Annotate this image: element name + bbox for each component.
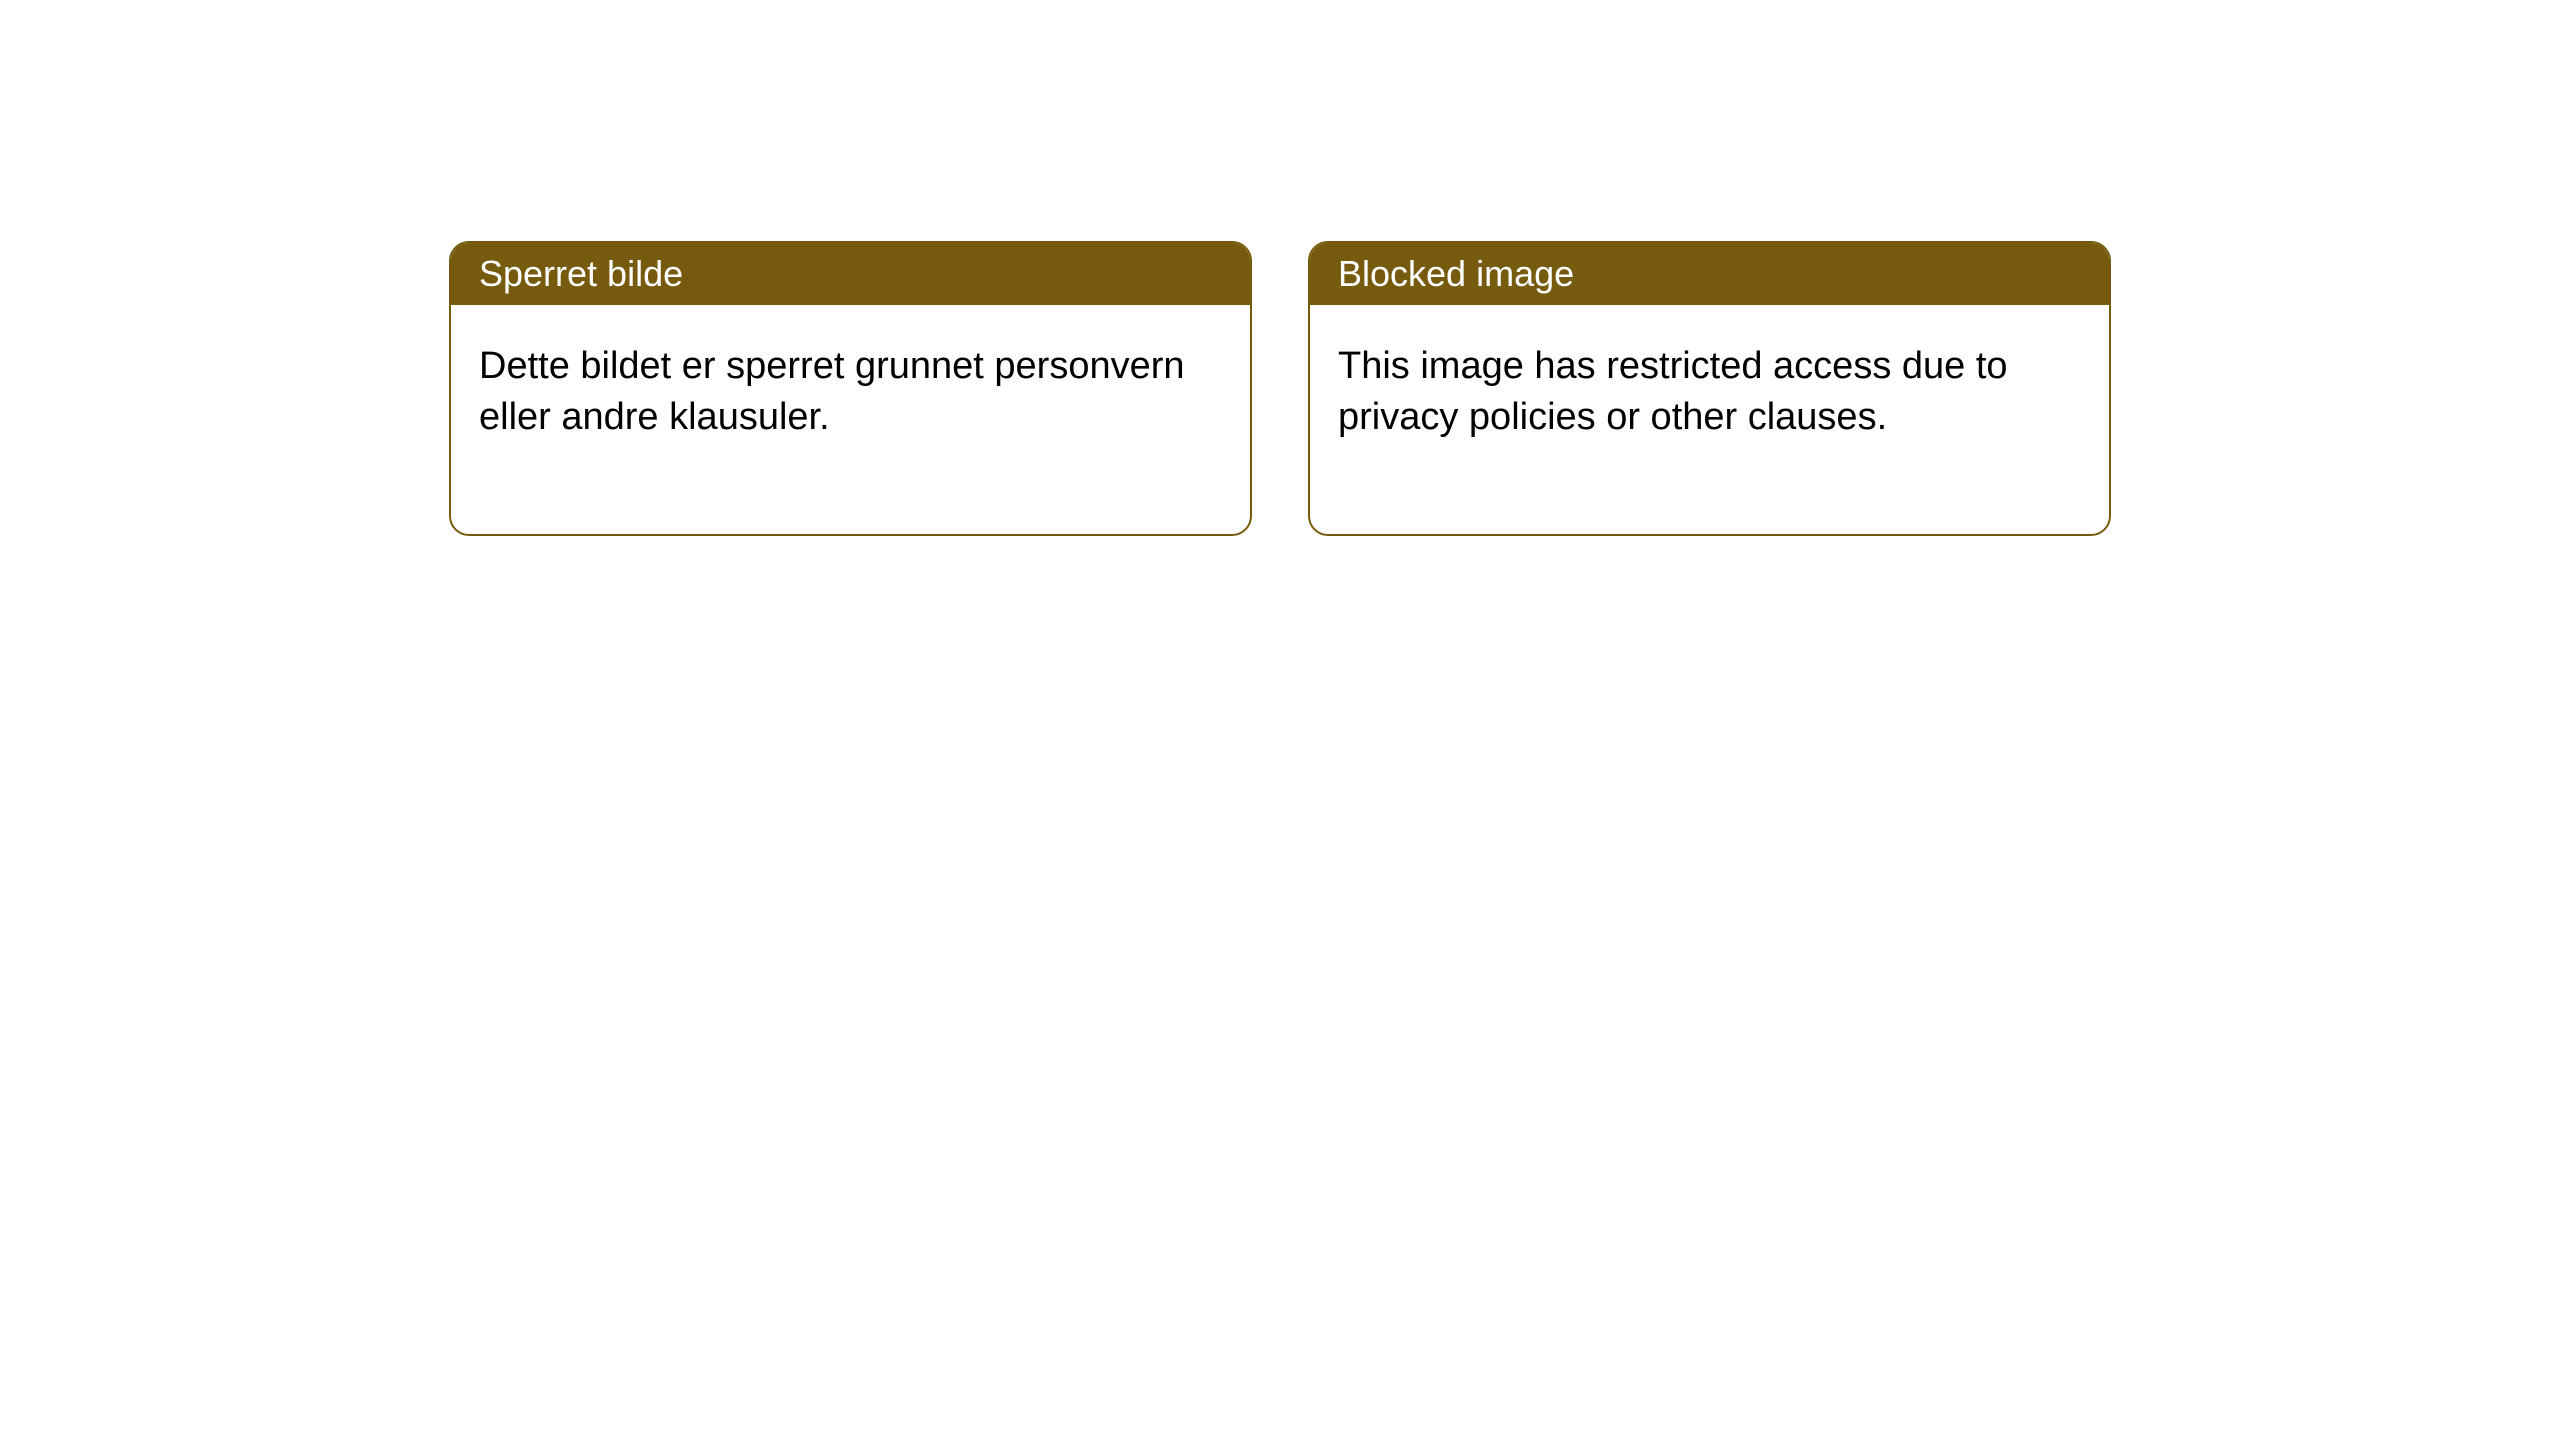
panel-message: Dette bildet er sperret grunnet personve… — [479, 345, 1185, 438]
panel-header: Blocked image — [1310, 243, 2109, 305]
panel-title: Sperret bilde — [479, 253, 683, 294]
panel-title: Blocked image — [1338, 253, 1574, 294]
panel-body: Dette bildet er sperret grunnet personve… — [451, 305, 1250, 534]
panel-body: This image has restricted access due to … — [1310, 305, 2109, 534]
blocked-image-panel-norwegian: Sperret bilde Dette bildet er sperret gr… — [449, 241, 1252, 536]
panel-message: This image has restricted access due to … — [1338, 345, 2008, 438]
panel-header: Sperret bilde — [451, 243, 1250, 305]
notice-panels-container: Sperret bilde Dette bildet er sperret gr… — [0, 0, 2560, 536]
blocked-image-panel-english: Blocked image This image has restricted … — [1308, 241, 2111, 536]
